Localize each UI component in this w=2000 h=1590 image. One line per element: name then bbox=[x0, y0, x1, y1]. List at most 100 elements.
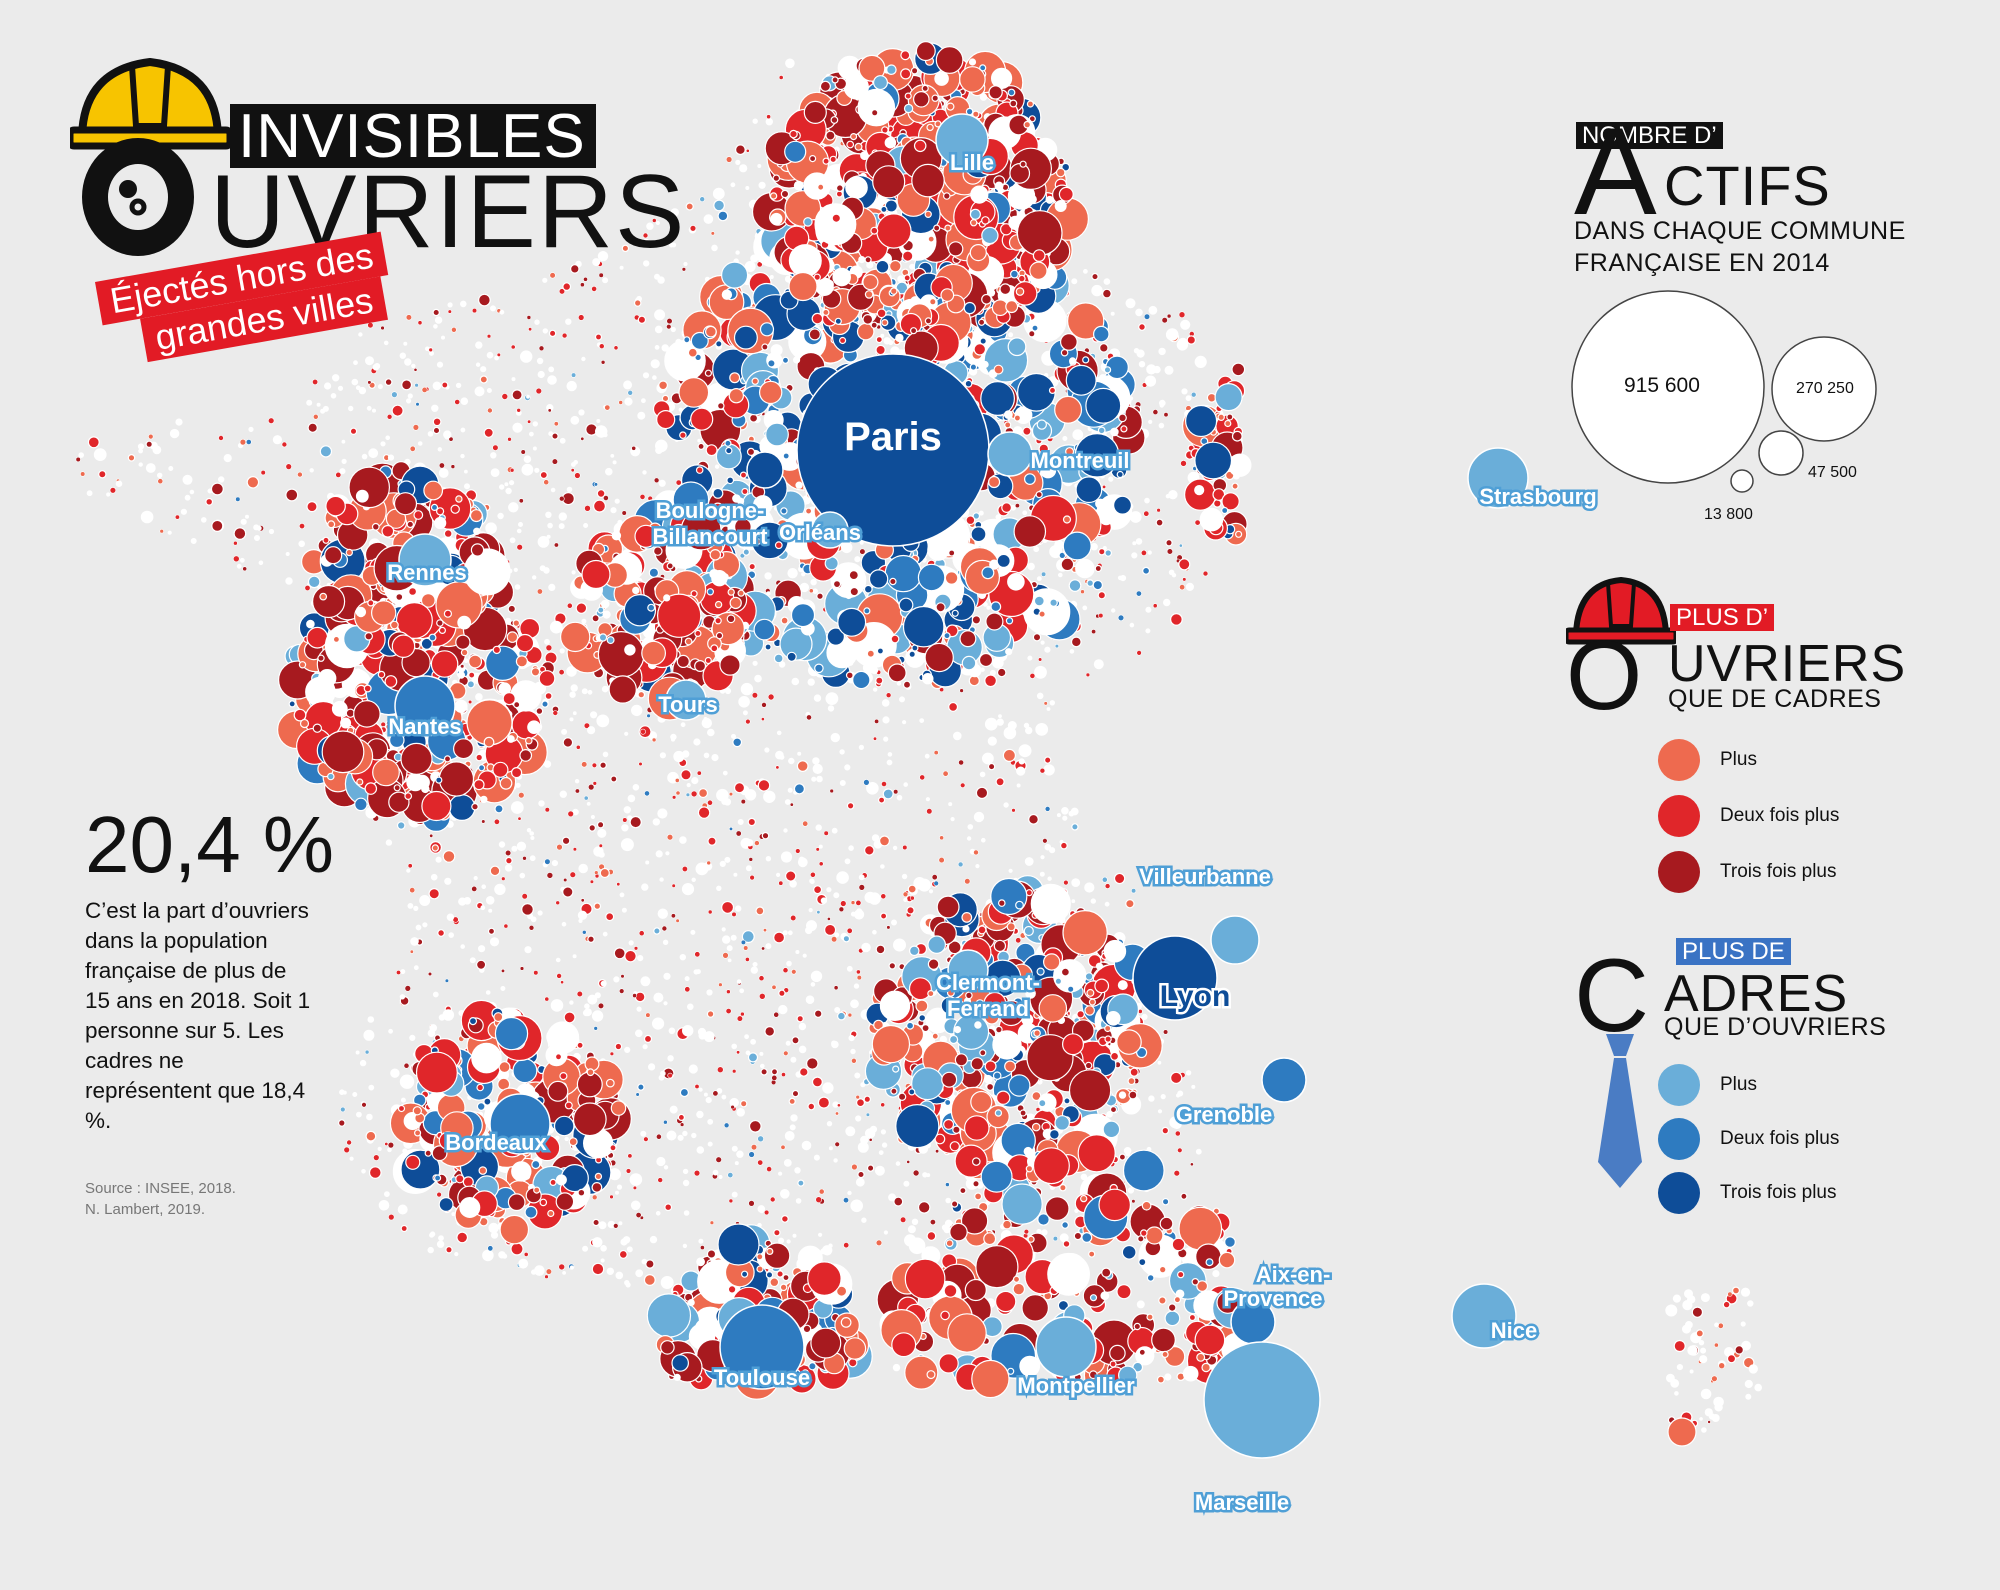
commune-bubble bbox=[592, 1218, 600, 1227]
commune-bubble bbox=[826, 1120, 833, 1127]
commune-bubble bbox=[528, 327, 533, 332]
commune-bubble bbox=[986, 1082, 995, 1091]
commune-bubble bbox=[1145, 606, 1152, 613]
commune-bubble bbox=[828, 1146, 833, 1151]
commune-bubble bbox=[732, 737, 743, 748]
commune-bubble bbox=[1080, 589, 1085, 595]
commune-bubble bbox=[813, 885, 823, 895]
commune-bubble bbox=[679, 836, 687, 844]
commune-bubble bbox=[542, 328, 548, 334]
commune-bubble bbox=[400, 1224, 408, 1233]
commune-bubble bbox=[547, 408, 552, 413]
commune-bubble bbox=[763, 1209, 770, 1216]
commune-bubble bbox=[653, 992, 664, 1003]
commune-bubble bbox=[1054, 540, 1064, 550]
commune-bubble bbox=[520, 449, 526, 455]
commune-bubble bbox=[1180, 460, 1187, 467]
commune-bubble bbox=[736, 1108, 746, 1117]
commune-bubble bbox=[1083, 268, 1088, 274]
commune-bubble bbox=[868, 1137, 873, 1142]
commune-bubble bbox=[591, 1262, 605, 1276]
commune-bubble bbox=[285, 488, 299, 502]
commune-bubble bbox=[1038, 443, 1050, 455]
commune-bubble bbox=[444, 434, 450, 440]
commune-bubble bbox=[846, 140, 855, 149]
commune-bubble bbox=[601, 685, 609, 693]
commune-bubble bbox=[407, 863, 413, 869]
commune-bubble bbox=[1110, 427, 1119, 437]
commune-bubble bbox=[551, 432, 559, 440]
commune-bubble bbox=[817, 183, 825, 191]
commune-bubble bbox=[562, 282, 572, 292]
commune-bubble bbox=[798, 1045, 807, 1054]
commune-bubble bbox=[1092, 579, 1104, 591]
commune-bubble bbox=[609, 1194, 614, 1200]
commune-bubble bbox=[592, 258, 601, 267]
commune-bubble bbox=[429, 1231, 436, 1237]
commune-bubble bbox=[641, 1258, 648, 1265]
commune-bubble bbox=[898, 597, 914, 613]
commune-bubble bbox=[387, 1147, 392, 1153]
commune-bubble bbox=[591, 762, 598, 768]
commune-bubble bbox=[504, 864, 513, 872]
commune-bubble bbox=[720, 261, 749, 289]
commune-bubble bbox=[312, 413, 319, 420]
commune-bubble bbox=[565, 318, 572, 325]
commune-bubble bbox=[730, 182, 736, 188]
commune-bubble bbox=[696, 1110, 704, 1119]
commune-bubble bbox=[523, 1252, 529, 1257]
commune-bubble bbox=[631, 445, 637, 451]
commune-bubble bbox=[986, 605, 991, 610]
commune-bubble bbox=[93, 448, 107, 462]
commune-bubble bbox=[478, 293, 491, 307]
commune-bubble bbox=[488, 1222, 499, 1234]
commune-bubble bbox=[974, 1021, 982, 1029]
commune-bubble bbox=[882, 788, 894, 800]
commune-bubble bbox=[454, 1251, 459, 1257]
commune-bubble bbox=[1099, 343, 1109, 353]
commune-bubble bbox=[473, 875, 478, 881]
commune-bubble bbox=[432, 426, 441, 435]
commune-bubble bbox=[400, 1097, 406, 1103]
commune-bubble bbox=[659, 877, 664, 882]
commune-bubble bbox=[625, 1168, 632, 1174]
commune-bubble bbox=[825, 130, 836, 141]
commune-bubble bbox=[639, 493, 646, 500]
commune-bubble bbox=[521, 893, 528, 900]
commune-bubble bbox=[615, 1271, 624, 1280]
commune-bubble bbox=[1176, 339, 1189, 351]
commune-bubble bbox=[903, 897, 908, 902]
commune-bubble bbox=[845, 671, 854, 680]
commune-bubble bbox=[902, 844, 908, 851]
commune-bubble bbox=[869, 1125, 878, 1133]
commune-bubble bbox=[885, 692, 892, 699]
commune-bubble bbox=[998, 714, 1002, 719]
commune-bubble bbox=[848, 569, 859, 581]
commune-bubble bbox=[855, 1098, 865, 1108]
commune-bubble bbox=[973, 811, 985, 823]
commune-bubble bbox=[711, 244, 718, 252]
commune-bubble bbox=[619, 892, 625, 898]
commune-bubble bbox=[646, 713, 651, 718]
commune-bubble bbox=[539, 565, 546, 572]
commune-bubble bbox=[549, 620, 563, 634]
commune-bubble bbox=[268, 528, 275, 535]
commune-bubble bbox=[1158, 422, 1165, 429]
commune-bubble bbox=[846, 965, 853, 972]
commune-bubble bbox=[624, 731, 629, 736]
commune-bubble bbox=[610, 775, 618, 783]
commune-bubble bbox=[890, 1087, 898, 1095]
commune-bubble bbox=[832, 267, 851, 287]
commune-bubble bbox=[358, 332, 363, 337]
commune-bubble bbox=[562, 1271, 567, 1275]
commune-bubble bbox=[1044, 806, 1051, 812]
commune-bubble bbox=[637, 1083, 645, 1091]
commune-bubble bbox=[489, 937, 500, 947]
commune-bubble bbox=[364, 1049, 370, 1055]
commune-bubble bbox=[526, 394, 530, 399]
commune-bubble bbox=[1195, 1148, 1202, 1155]
commune-bubble bbox=[908, 1088, 916, 1096]
commune-bubble bbox=[713, 199, 725, 212]
commune-bubble bbox=[511, 389, 523, 401]
commune-bubble bbox=[544, 807, 550, 813]
